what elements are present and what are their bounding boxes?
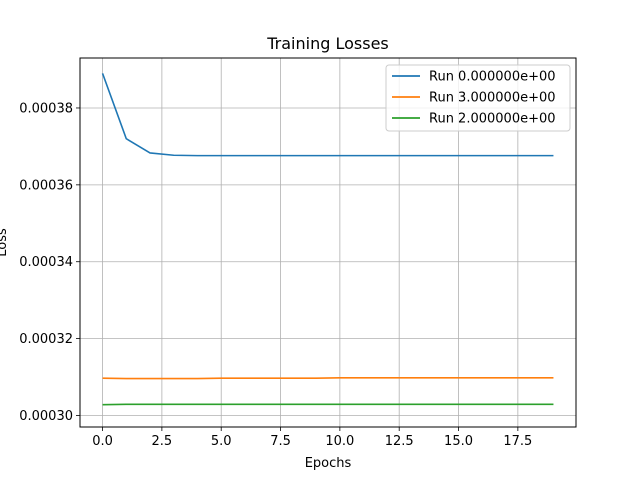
axes-frame	[79, 57, 577, 428]
legend: Run 0.000000e+00 Run 3.000000e+00 Run 2.00…	[385, 64, 571, 132]
x-axis-label: Epochs	[305, 456, 352, 471]
x-tick-label: 5.0	[211, 434, 232, 449]
series-line-0	[101, 73, 554, 157]
x-tick-label: 0.0	[92, 434, 113, 449]
series-line-1	[102, 376, 554, 380]
chart-title: Training Losses	[266, 34, 389, 53]
x-tick-label: 15.0	[444, 434, 473, 449]
legend-label: Run 3.000000e+00	[429, 91, 556, 106]
legend-label: Run 2.000000e+00	[429, 112, 556, 127]
x-tick-label: 7.5	[270, 434, 291, 449]
x-tick-label: 2.5	[152, 434, 173, 449]
x-tick-label: 17.5	[503, 434, 532, 449]
series-lines	[101, 73, 554, 406]
y-tick-label: 0.00038	[19, 101, 73, 116]
y-axis-label: Loss	[0, 228, 10, 257]
y-tick-label: 0.00036	[19, 178, 73, 193]
y-tick-label: 0.00034	[19, 255, 73, 270]
x-tick-label: 10.0	[325, 434, 354, 449]
y-tick-label: 0.00032	[19, 332, 73, 347]
y-tick-label: 0.00030	[19, 409, 73, 424]
legend-label: Run 0.000000e+00	[429, 70, 556, 85]
axis-ticks: 0.0 2.5 5.0 7.5 10.0 12.5 15.0 17.5 0.00030 0.000…	[19, 101, 532, 449]
legend-box	[385, 64, 571, 132]
x-tick-label: 12.5	[385, 434, 414, 449]
